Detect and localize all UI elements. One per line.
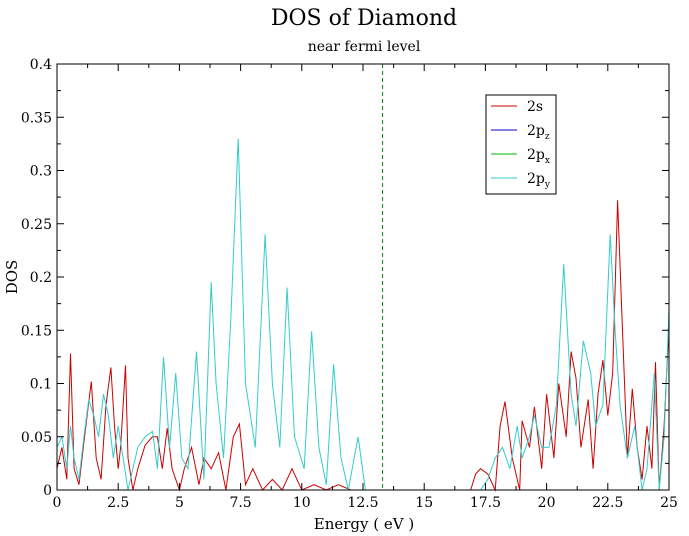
legend-label-1: 2pz [527,123,550,142]
x-tick-label: 2.5 [107,495,129,511]
chart-title: DOS of Diamond [271,6,457,31]
chart-subtitle: near fermi level [308,39,421,55]
y-axis-label: DOS [3,260,21,295]
y-tick-label: 0.05 [21,430,52,446]
x-tick-label: 25 [660,495,678,511]
x-tick-label: 5 [175,495,184,511]
y-tick-label: 0 [43,483,52,499]
x-tick-label: 20 [538,495,556,511]
legend-label-0: 2s [527,99,543,115]
x-tick-label: 15 [415,495,433,511]
y-tick-label: 0.3 [30,164,52,180]
y-ticks: 0 0.05 0.1 0.15 0.2 0.25 0.3 0.35 0.4 [21,57,669,499]
y-tick-label: 0.35 [21,110,52,126]
x-tick-label: 22.5 [592,495,623,511]
plot-frame [56,63,670,491]
series-layer [56,138,670,492]
y-tick-label: 0.15 [21,323,52,339]
x-tick-label: 17.5 [470,495,501,511]
x-tick-label: 12.5 [347,495,378,511]
x-axis-label: Energy ( eV ) [314,515,414,533]
x-tick-label: 0 [53,495,62,511]
series-line-1 [56,138,670,491]
x-tick-label: 7.5 [229,495,251,511]
legend-label-2: 2px [527,147,550,166]
x-tick-label: 10 [293,495,311,511]
y-tick-label: 0.2 [30,270,52,286]
y-tick-label: 0.4 [30,57,52,73]
y-tick-label: 0.1 [30,377,52,393]
series-line-0 [56,200,670,492]
y-tick-label: 0.25 [21,217,52,233]
x-ticks: 0 2.5 5 7.5 10 12.5 15 17.5 20 22.5 25 [53,64,678,511]
